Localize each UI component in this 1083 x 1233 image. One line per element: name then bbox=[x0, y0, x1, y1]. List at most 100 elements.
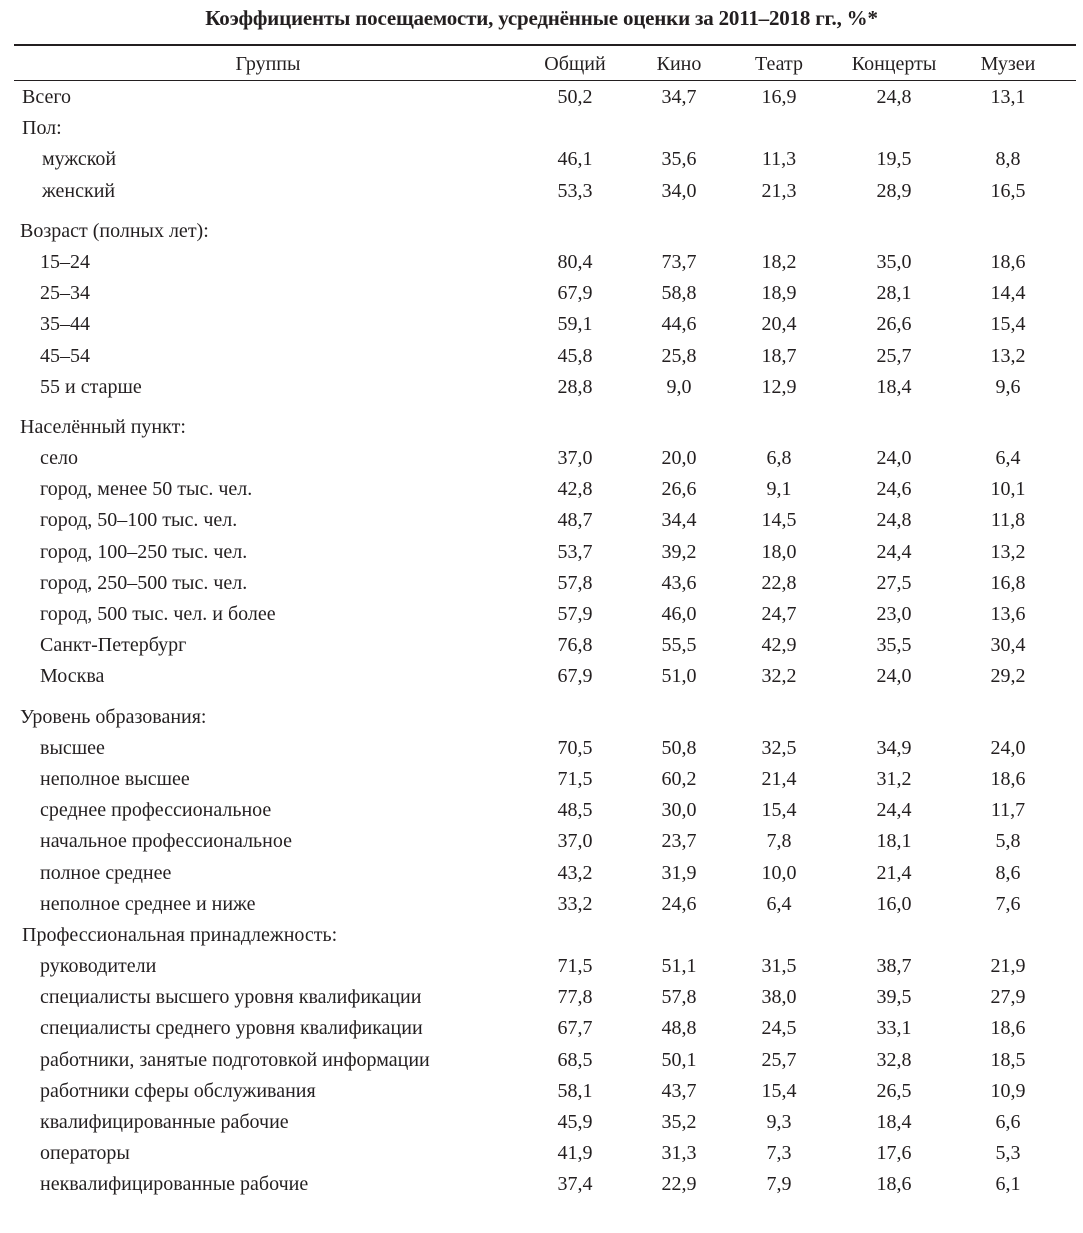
value-cell: 31,5 bbox=[761, 955, 797, 978]
value-cell: 24,0 bbox=[876, 447, 912, 470]
table-row-label: работники, занятые подготовкой информаци… bbox=[40, 1048, 430, 1071]
table-row-label: Санкт-Петербург bbox=[40, 634, 187, 657]
table-row-label: работники сферы обслуживания bbox=[40, 1079, 316, 1102]
value-cell: 24,5 bbox=[761, 1017, 797, 1040]
value-cell: 44,6 bbox=[661, 313, 697, 336]
value-cell: 5,3 bbox=[995, 1142, 1021, 1165]
value-cell: 6,1 bbox=[995, 1173, 1021, 1196]
value-cell: 20,0 bbox=[661, 447, 697, 470]
value-cell: 20,4 bbox=[761, 313, 797, 336]
value-cell: 19,5 bbox=[876, 148, 912, 171]
section-header: Пол: bbox=[0, 114, 1083, 145]
value-cell: 21,3 bbox=[761, 179, 797, 202]
value-cell: 18,4 bbox=[876, 375, 912, 398]
value-cell: 21,4 bbox=[876, 861, 912, 884]
table-row: город, менее 50 тыс. чел. 42,8 26,6 9,1 24,6… bbox=[0, 475, 1083, 506]
value-cell: 35,0 bbox=[876, 250, 912, 273]
table-row: город, 100–250 тыс. чел. 53,7 39,2 18,0 24,4… bbox=[0, 538, 1083, 569]
value-cell: 42,9 bbox=[761, 634, 797, 657]
value-cell: 67,9 bbox=[557, 282, 593, 305]
value-cell: 9,0 bbox=[666, 375, 692, 398]
value-cell: 11,3 bbox=[761, 148, 797, 171]
value-cell: 68,5 bbox=[557, 1048, 593, 1071]
value-cell: 31,2 bbox=[876, 767, 912, 790]
table-row: среднее профессиональное 48,5 30,0 15,4 24,4… bbox=[0, 796, 1083, 827]
table-body: Всего 50,2 34,7 16,9 24,8 13,1 Пол: мужской 46,1… bbox=[0, 83, 1083, 1202]
value-cell: 16,9 bbox=[761, 86, 797, 108]
section-header: Уровень образования: bbox=[0, 703, 1083, 734]
table-row-label: Москва bbox=[40, 665, 105, 688]
value-cell: 67,9 bbox=[557, 665, 593, 688]
value-cell: 10,9 bbox=[990, 1079, 1026, 1102]
value-cell: 34,9 bbox=[876, 736, 912, 759]
section-header-label: Населённый пункт: bbox=[20, 415, 186, 438]
value-cell: 34,0 bbox=[661, 179, 697, 202]
value-cell: 29,2 bbox=[990, 665, 1026, 688]
value-cell: 11,8 bbox=[990, 509, 1026, 532]
value-cell: 26,6 bbox=[876, 313, 912, 336]
table-row: полное среднее 43,2 31,9 10,0 21,4 8,6 bbox=[0, 859, 1083, 890]
value-cell: 59,1 bbox=[557, 313, 593, 336]
value-cell: 39,2 bbox=[661, 540, 697, 563]
value-cell: 27,9 bbox=[990, 986, 1026, 1009]
table-row: специалисты среднего уровня квалификации… bbox=[0, 1014, 1083, 1045]
top-rule bbox=[14, 44, 1076, 46]
value-cell: 33,1 bbox=[876, 1017, 912, 1040]
value-cell: 32,2 bbox=[761, 665, 797, 688]
value-cell: 11,7 bbox=[990, 799, 1026, 822]
value-cell: 38,0 bbox=[761, 986, 797, 1009]
value-cell: 24,6 bbox=[876, 478, 912, 501]
value-cell: 25,7 bbox=[761, 1048, 797, 1071]
value-cell: 15,4 bbox=[761, 1079, 797, 1102]
value-cell: 18,7 bbox=[761, 344, 797, 367]
table-row: работники, занятые подготовкой информаци… bbox=[0, 1046, 1083, 1077]
value-cell: 70,5 bbox=[557, 736, 593, 759]
table-row-label: 55 и старше bbox=[40, 375, 142, 398]
value-cell: 18,6 bbox=[990, 767, 1026, 790]
value-cell: 24,6 bbox=[661, 892, 697, 915]
value-cell: 57,8 bbox=[661, 986, 697, 1009]
value-cell: 41,9 bbox=[557, 1142, 593, 1165]
header-museums: Музеи bbox=[980, 53, 1036, 75]
table-row: руководители 71,5 51,1 31,5 38,7 21,9 bbox=[0, 952, 1083, 983]
value-cell: 7,6 bbox=[995, 892, 1021, 915]
value-cell: 32,8 bbox=[876, 1048, 912, 1071]
value-cell: 42,8 bbox=[557, 478, 593, 501]
table-row-label: 25–34 bbox=[40, 282, 90, 305]
header-total: Общий bbox=[544, 53, 606, 75]
value-cell: 16,5 bbox=[990, 179, 1026, 202]
table-row: город, 250–500 тыс. чел. 57,8 43,6 22,8 27,5… bbox=[0, 569, 1083, 600]
value-cell: 18,1 bbox=[876, 830, 912, 853]
value-cell: 51,1 bbox=[661, 955, 697, 978]
value-cell: 31,3 bbox=[661, 1142, 697, 1165]
value-cell: 18,6 bbox=[990, 250, 1026, 273]
value-cell: 71,5 bbox=[557, 955, 593, 978]
table-row-label: женский bbox=[42, 179, 116, 202]
table-row-label: город, 50–100 тыс. чел. bbox=[40, 509, 238, 532]
value-cell: 43,7 bbox=[661, 1079, 697, 1102]
value-cell: 27,5 bbox=[876, 571, 912, 594]
value-cell: 7,3 bbox=[766, 1142, 792, 1165]
value-cell: 48,8 bbox=[661, 1017, 697, 1040]
table-row-label: высшее bbox=[40, 736, 105, 759]
value-cell: 14,4 bbox=[990, 282, 1026, 305]
table-row-label: неполное среднее и ниже bbox=[40, 892, 256, 915]
table-row: город, 50–100 тыс. чел. 48,7 34,4 14,5 24,8 1… bbox=[0, 506, 1083, 537]
table-row: город, 500 тыс. чел. и более 57,9 46,0 24,7… bbox=[0, 600, 1083, 631]
value-cell: 7,9 bbox=[766, 1173, 792, 1196]
value-cell: 21,4 bbox=[761, 767, 797, 790]
value-cell: 34,4 bbox=[661, 509, 697, 532]
value-cell: 7,8 bbox=[766, 830, 792, 853]
section-header: Возраст (полных лет): bbox=[0, 217, 1083, 248]
value-cell: 24,0 bbox=[876, 665, 912, 688]
table-row-label: неполное высшее bbox=[40, 767, 190, 790]
value-cell: 43,2 bbox=[557, 861, 593, 884]
value-cell: 53,3 bbox=[557, 179, 593, 202]
table-row: женский 53,3 34,0 21,3 28,9 16,5 bbox=[0, 177, 1083, 208]
value-cell: 43,6 bbox=[661, 571, 697, 594]
section-header-label: Пол: bbox=[22, 117, 62, 140]
value-cell: 53,7 bbox=[557, 540, 593, 563]
table-row: 35–44 59,1 44,6 20,4 26,6 15,4 bbox=[0, 310, 1083, 341]
value-cell: 50,8 bbox=[661, 736, 697, 759]
table-row: специалисты высшего уровня квалификации 7… bbox=[0, 983, 1083, 1014]
